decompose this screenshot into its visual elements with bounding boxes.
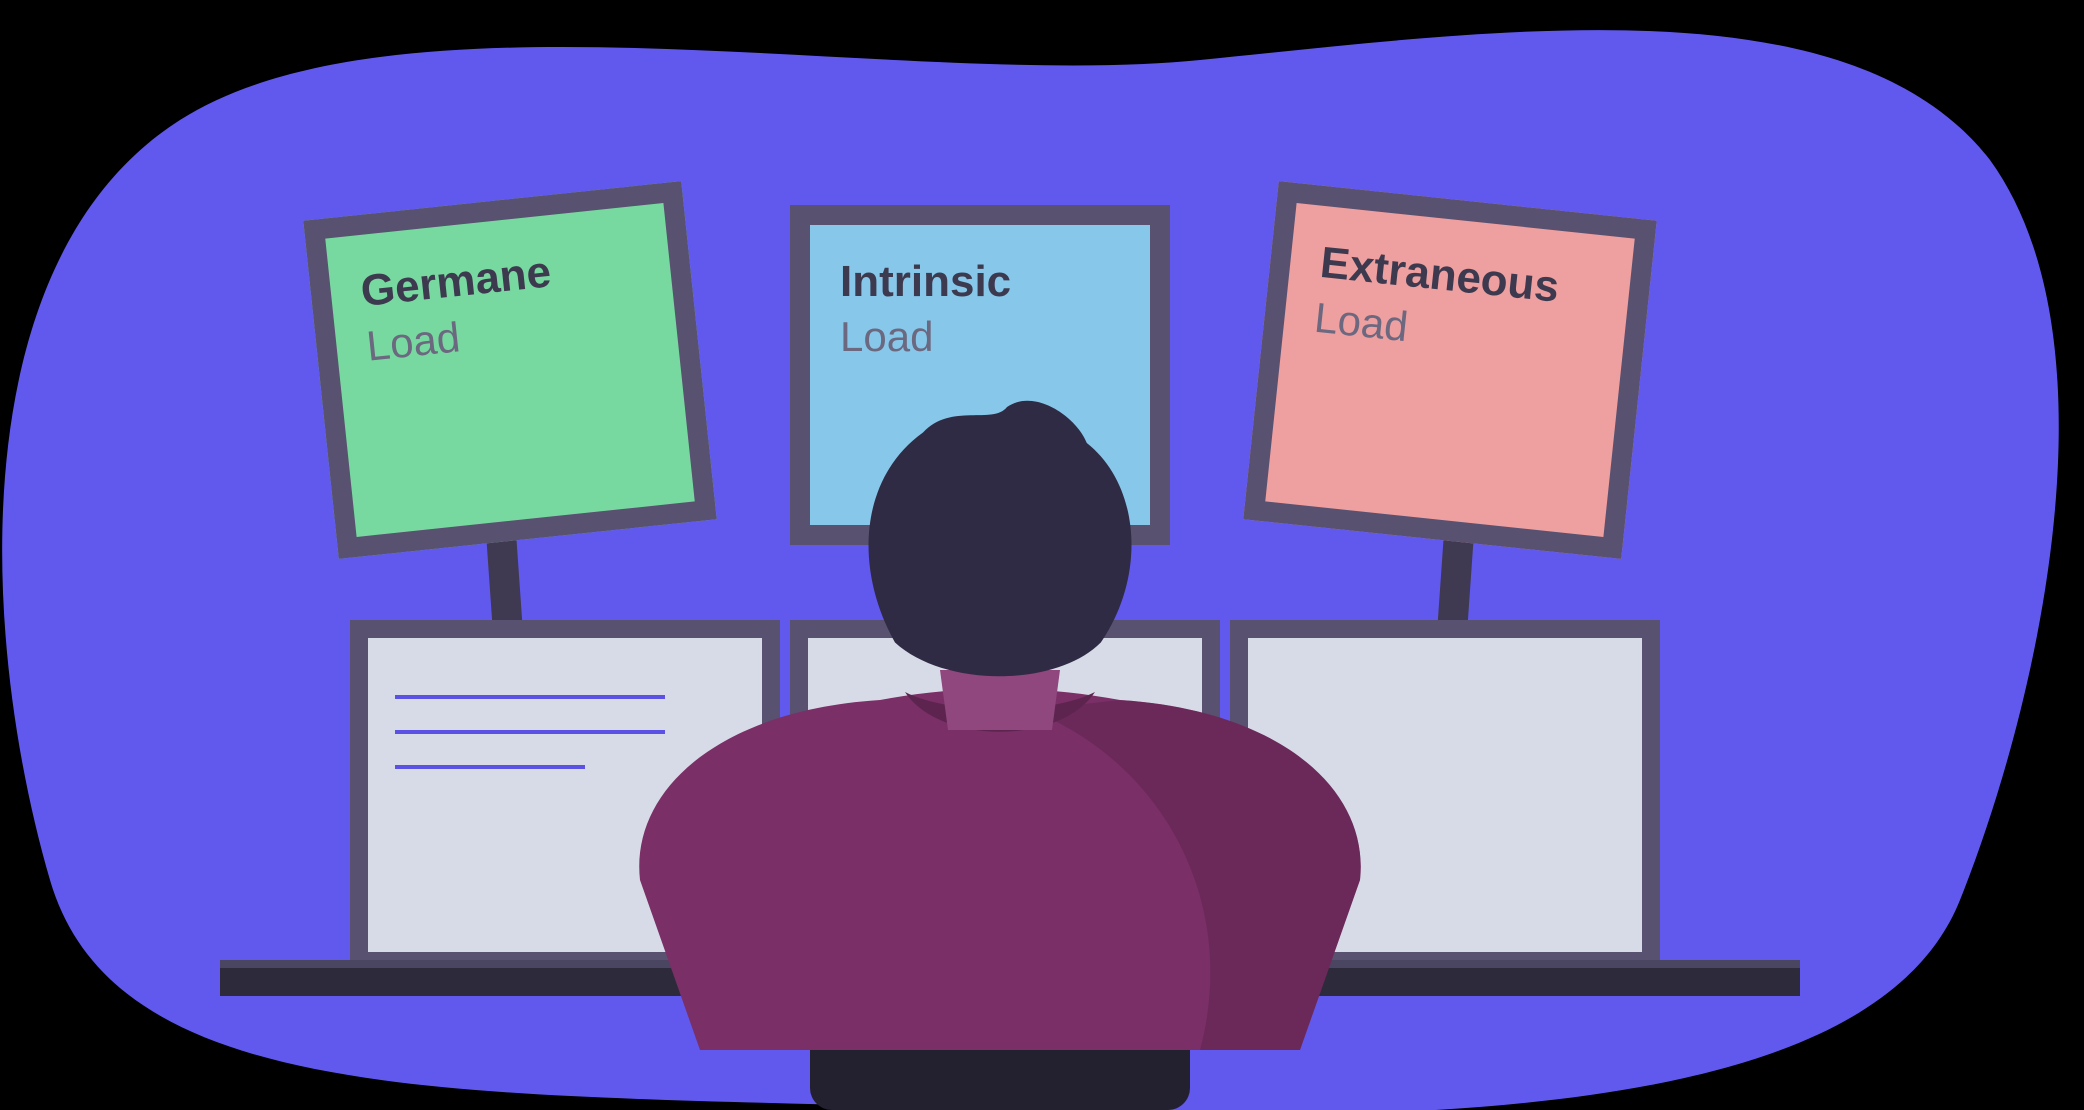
person-illustration xyxy=(0,0,2084,1110)
